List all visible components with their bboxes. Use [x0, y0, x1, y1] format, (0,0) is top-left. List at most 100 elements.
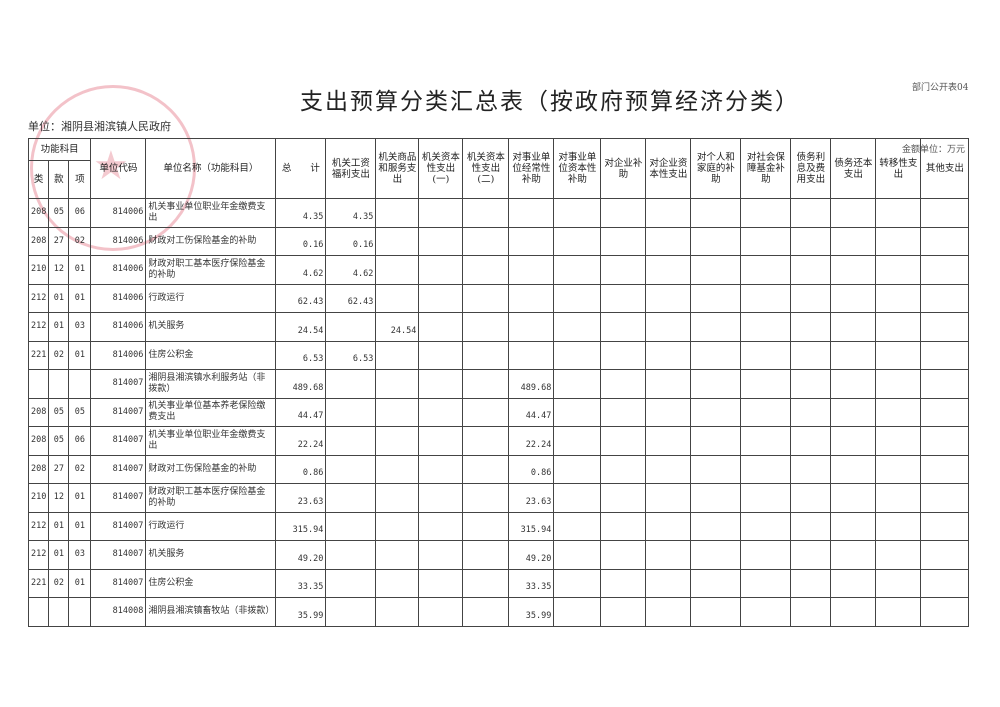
cell-value [375, 255, 420, 285]
header-col: 债务还本支出 [830, 138, 877, 199]
cell-value [325, 426, 377, 456]
header-name: 单位名称（功能科目） [145, 138, 277, 199]
cell-value [875, 198, 922, 228]
table-row: 221 02 01 814006 住房公积金 6.53 6.53 [27, 340, 970, 370]
cell-value [875, 255, 922, 285]
header-col: 机关工资福利支出 [325, 138, 377, 199]
cell-lei: 212 [27, 312, 50, 342]
cell-value [553, 369, 602, 399]
cell-value [325, 369, 377, 399]
cell-value: 35.99 [508, 597, 555, 627]
cell-value: 4.62 [325, 255, 377, 285]
cell-value [553, 198, 602, 228]
cell-value: 0.86 [508, 454, 555, 484]
cell-value [375, 568, 420, 598]
cell-value [375, 369, 420, 399]
cell-value [740, 426, 792, 456]
cell-value [553, 340, 602, 370]
cell-value [418, 511, 464, 541]
cell-value [690, 540, 742, 570]
cell-value [645, 483, 692, 513]
cell-lei: 208 [27, 426, 50, 456]
cell-value [690, 426, 742, 456]
cell-value [375, 483, 420, 513]
cell-value [508, 226, 555, 256]
cell-value [830, 511, 877, 541]
header-col: 机关资本性支出(二) [462, 138, 510, 199]
cell-value [600, 312, 647, 342]
cell-name: 住房公积金 [145, 340, 277, 370]
cell-value [740, 540, 792, 570]
cell-value [920, 226, 970, 256]
cell-total: 33.35 [275, 568, 327, 598]
table-row: 210 12 01 814006 财政对职工基本医疗保险基金的补助 4.62 4.62 [27, 255, 970, 285]
cell-value [600, 369, 647, 399]
cell-value [418, 568, 464, 598]
cell-value [462, 312, 510, 342]
cell-value [790, 369, 832, 399]
cell-value [462, 397, 510, 427]
cell-value [740, 283, 792, 313]
cell-kuan: 27 [48, 226, 70, 256]
cell-value [690, 226, 742, 256]
cell-value [645, 568, 692, 598]
cell-value: 44.47 [508, 397, 555, 427]
cell-value [375, 511, 420, 541]
cell-value [418, 312, 464, 342]
cell-value [553, 597, 602, 627]
cell-value [740, 226, 792, 256]
form-number: 部门公开表04 [912, 83, 969, 93]
table-row: 208 05 05 814007 机关事业单位基本养老保险缴费支出 44.47 44.47 [27, 397, 970, 427]
header-xiang: 项 [68, 160, 92, 199]
header-lei: 类 [27, 160, 50, 199]
cell-value: 62.43 [325, 283, 377, 313]
cell-total: 44.47 [275, 397, 327, 427]
cell-value [790, 340, 832, 370]
cell-lei [27, 597, 50, 627]
cell-value [645, 454, 692, 484]
cell-kuan: 12 [48, 483, 70, 513]
cell-value [830, 397, 877, 427]
table-row: 210 12 01 814007 财政对职工基本医疗保险基金的补助 23.63 23.63 [27, 483, 970, 513]
cell-value [790, 255, 832, 285]
cell-xiang: 01 [68, 283, 92, 313]
cell-value [830, 540, 877, 570]
cell-value: 22.24 [508, 426, 555, 456]
cell-value [325, 568, 377, 598]
cell-value [375, 426, 420, 456]
cell-xiang: 01 [68, 483, 92, 513]
cell-value [920, 597, 970, 627]
cell-total: 35.99 [275, 597, 327, 627]
cell-value [325, 397, 377, 427]
cell-value [790, 198, 832, 228]
cell-value [830, 568, 877, 598]
cell-value [920, 483, 970, 513]
cell-value [645, 597, 692, 627]
cell-value [418, 426, 464, 456]
header-col: 债务利息及费用支出 [790, 138, 832, 199]
cell-code: 814007 [90, 426, 147, 456]
cell-total: 489.68 [275, 369, 327, 399]
cell-value [830, 226, 877, 256]
cell-value [830, 426, 877, 456]
cell-value [790, 426, 832, 456]
cell-value [418, 255, 464, 285]
cell-lei: 212 [27, 283, 50, 313]
cell-value [600, 255, 647, 285]
cell-value [790, 597, 832, 627]
cell-total: 0.86 [275, 454, 327, 484]
cell-value [600, 483, 647, 513]
cell-value [790, 540, 832, 570]
cell-value [418, 483, 464, 513]
cell-value [462, 540, 510, 570]
cell-xiang: 01 [68, 340, 92, 370]
cell-value [690, 198, 742, 228]
cell-value [418, 540, 464, 570]
cell-code: 814006 [90, 283, 147, 313]
cell-lei: 208 [27, 397, 50, 427]
cell-value: 24.54 [375, 312, 420, 342]
cell-value: 315.94 [508, 511, 555, 541]
cell-name: 财政对职工基本医疗保险基金的补助 [145, 255, 277, 285]
cell-value [790, 312, 832, 342]
cell-kuan: 12 [48, 255, 70, 285]
